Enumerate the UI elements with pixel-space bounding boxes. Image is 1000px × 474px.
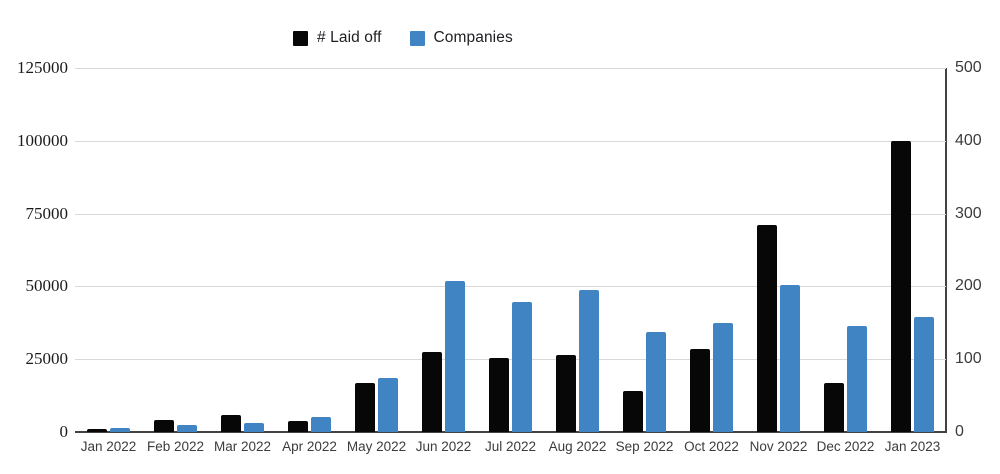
x-tick-mar-2022: Mar 2022	[213, 439, 272, 454]
x-tick-jun-2022: Jun 2022	[415, 439, 472, 454]
gridline-125000	[75, 68, 946, 69]
y-right-tick-0: 0	[955, 423, 964, 440]
plot-area	[75, 68, 947, 433]
y-left-tick-25000: 25000	[25, 349, 69, 369]
y-left-tick-0: 0	[59, 422, 69, 441]
bar-laid-off-may-2022[interactable]	[355, 382, 375, 432]
gridline-100000	[75, 140, 946, 142]
y-right-tick-200: 200	[955, 277, 982, 295]
x-tick-oct-2022: Oct 2022	[684, 439, 739, 454]
y-left-tick-50000: 50000	[25, 276, 69, 296]
bar-laid-off-apr-2022[interactable]	[288, 420, 308, 432]
bar-companies-may-2022[interactable]	[378, 378, 398, 432]
gridline-50000	[75, 286, 946, 288]
legend-label: # Laid off	[317, 29, 382, 46]
y-right-tick-300: 300	[955, 204, 982, 222]
legend-label: Companies	[433, 29, 513, 46]
gridline-75000	[75, 213, 946, 215]
x-tick-dec-2022: Dec 2022	[816, 439, 875, 454]
bar-companies-apr-2022[interactable]	[311, 416, 331, 432]
bar-companies-sep-2022[interactable]	[646, 331, 666, 432]
x-tick-may-2022: May 2022	[346, 439, 407, 454]
y-left-tick-75000: 75000	[25, 203, 69, 223]
bar-laid-off-aug-2022[interactable]	[556, 354, 576, 432]
bar-laid-off-jan-2023[interactable]	[891, 140, 911, 432]
x-tick-aug-2022: Aug 2022	[548, 439, 607, 454]
x-tick-apr-2022: Apr 2022	[282, 439, 337, 454]
bar-laid-off-jul-2022[interactable]	[489, 357, 509, 432]
bar-companies-jan-2023[interactable]	[914, 316, 934, 432]
bar-companies-jan-2022[interactable]	[110, 428, 130, 432]
bar-companies-jul-2022[interactable]	[512, 302, 532, 432]
bar-laid-off-sep-2022[interactable]	[623, 391, 643, 432]
x-tick-jan-2022: Jan 2022	[80, 439, 137, 454]
bar-companies-feb-2022[interactable]	[177, 424, 197, 432]
bar-laid-off-feb-2022[interactable]	[154, 420, 174, 432]
x-tick-jan-2023: Jan 2023	[884, 439, 941, 454]
bar-companies-jun-2022[interactable]	[445, 280, 465, 432]
legend-item-companies[interactable]: Companies	[409, 29, 513, 47]
chart-legend: # Laid off Companies	[293, 27, 513, 49]
bar-laid-off-dec-2022[interactable]	[824, 382, 844, 432]
bar-laid-off-jan-2022[interactable]	[87, 429, 107, 432]
bar-companies-aug-2022[interactable]	[579, 290, 599, 432]
black-square-swatch	[293, 30, 308, 46]
y-left-tick-125000: 125000	[17, 58, 68, 77]
bar-companies-mar-2022[interactable]	[244, 423, 264, 432]
x-tick-jul-2022: Jul 2022	[484, 439, 537, 454]
bar-laid-off-mar-2022[interactable]	[221, 414, 241, 432]
x-tick-sep-2022: Sep 2022	[615, 439, 674, 454]
bar-companies-oct-2022[interactable]	[713, 322, 733, 432]
bar-companies-dec-2022[interactable]	[847, 326, 867, 432]
right-axis-line	[945, 68, 947, 433]
blue-square-swatch	[409, 30, 425, 46]
bar-laid-off-jun-2022[interactable]	[422, 351, 442, 432]
gridline-25000	[75, 359, 946, 361]
legend-item-laid-off[interactable]: # Laid off	[293, 29, 382, 47]
y-left-tick-100000: 100000	[17, 130, 68, 150]
y-right-tick-400: 400	[955, 131, 982, 149]
bar-laid-off-oct-2022[interactable]	[690, 349, 710, 432]
bar-companies-nov-2022[interactable]	[780, 284, 800, 432]
y-right-tick-100: 100	[955, 350, 982, 368]
x-tick-feb-2022: Feb 2022	[146, 439, 205, 454]
x-axis-line	[75, 431, 946, 433]
y-right-tick-500: 500	[955, 59, 982, 76]
bar-laid-off-nov-2022[interactable]	[757, 225, 777, 432]
x-tick-nov-2022: Nov 2022	[749, 439, 808, 454]
